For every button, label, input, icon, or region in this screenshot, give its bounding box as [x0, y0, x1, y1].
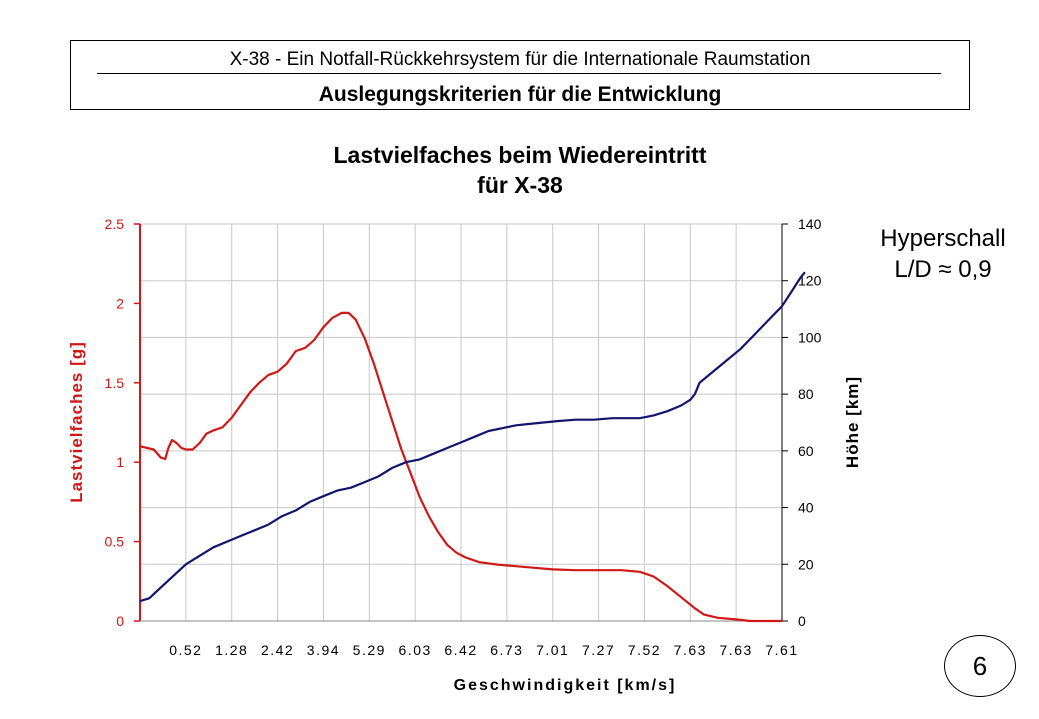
x-tick-label: 5.29 [353, 642, 386, 658]
header-box: X-38 - Ein Notfall-Rückkehrsystem für di… [70, 40, 970, 110]
lift-drag-ratio-label: L/D ≈ 0,9 [894, 256, 992, 283]
chart-title-line1: Lastvielfaches beim Wiedereintritt [333, 142, 707, 168]
x-tick-label: 7.01 [536, 642, 569, 658]
x-tick-label: 1.28 [215, 642, 248, 658]
x-tick-label: 7.52 [628, 642, 661, 658]
left-tick-label: 1.5 [105, 375, 125, 391]
x-tick-label: 7.63 [674, 642, 707, 658]
right-tick-label: 120 [798, 273, 822, 289]
x-tick-label: 3.94 [307, 642, 340, 658]
right-tick-label: 80 [798, 386, 814, 402]
left-tick-label: 0 [116, 613, 124, 629]
page-number: 6 [972, 650, 988, 681]
chart-title-line2: für X-38 [477, 172, 563, 198]
load-factor-line [139, 311, 782, 623]
left-tick-label: 1 [116, 454, 124, 470]
left-axis-title: Lastvielfaches [g] [67, 341, 86, 503]
right-tick-label: 60 [798, 443, 814, 459]
header-divider [97, 73, 941, 74]
x-axis-title: Geschwindigkeit [km/s] [454, 677, 677, 694]
x-tick-label: 7.27 [582, 642, 615, 658]
left-tick-label: 2 [116, 295, 124, 311]
x-tick-label: 6.42 [444, 642, 477, 658]
hypersonic-label: Hyperschall [880, 225, 1006, 252]
right-axis-title: Höhe [km] [843, 376, 862, 468]
x-tick-label: 7.63 [720, 642, 753, 658]
page-number-badge: 6 [944, 635, 1016, 697]
x-tick-label: 6.73 [490, 642, 523, 658]
header-subtitle: Auslegungskriterien für die Entwicklung [318, 83, 722, 106]
right-tick-label: 40 [798, 500, 814, 516]
header-title: X-38 - Ein Notfall-Rückkehrsystem für di… [229, 49, 811, 70]
right-tick-label: 20 [798, 556, 814, 572]
left-tick-label: 2.5 [105, 216, 125, 232]
left-tick-label: 0.5 [105, 534, 125, 550]
right-tick-label: 100 [798, 329, 822, 345]
x-tick-label: 2.42 [261, 642, 294, 658]
altitude-line [139, 271, 806, 603]
right-tick-label: 0 [798, 613, 806, 629]
x-tick-label: 6.03 [399, 642, 432, 658]
right-tick-label: 140 [798, 216, 822, 232]
x-tick-label: 7.61 [765, 642, 798, 658]
x-tick-label: 0.52 [169, 642, 202, 658]
